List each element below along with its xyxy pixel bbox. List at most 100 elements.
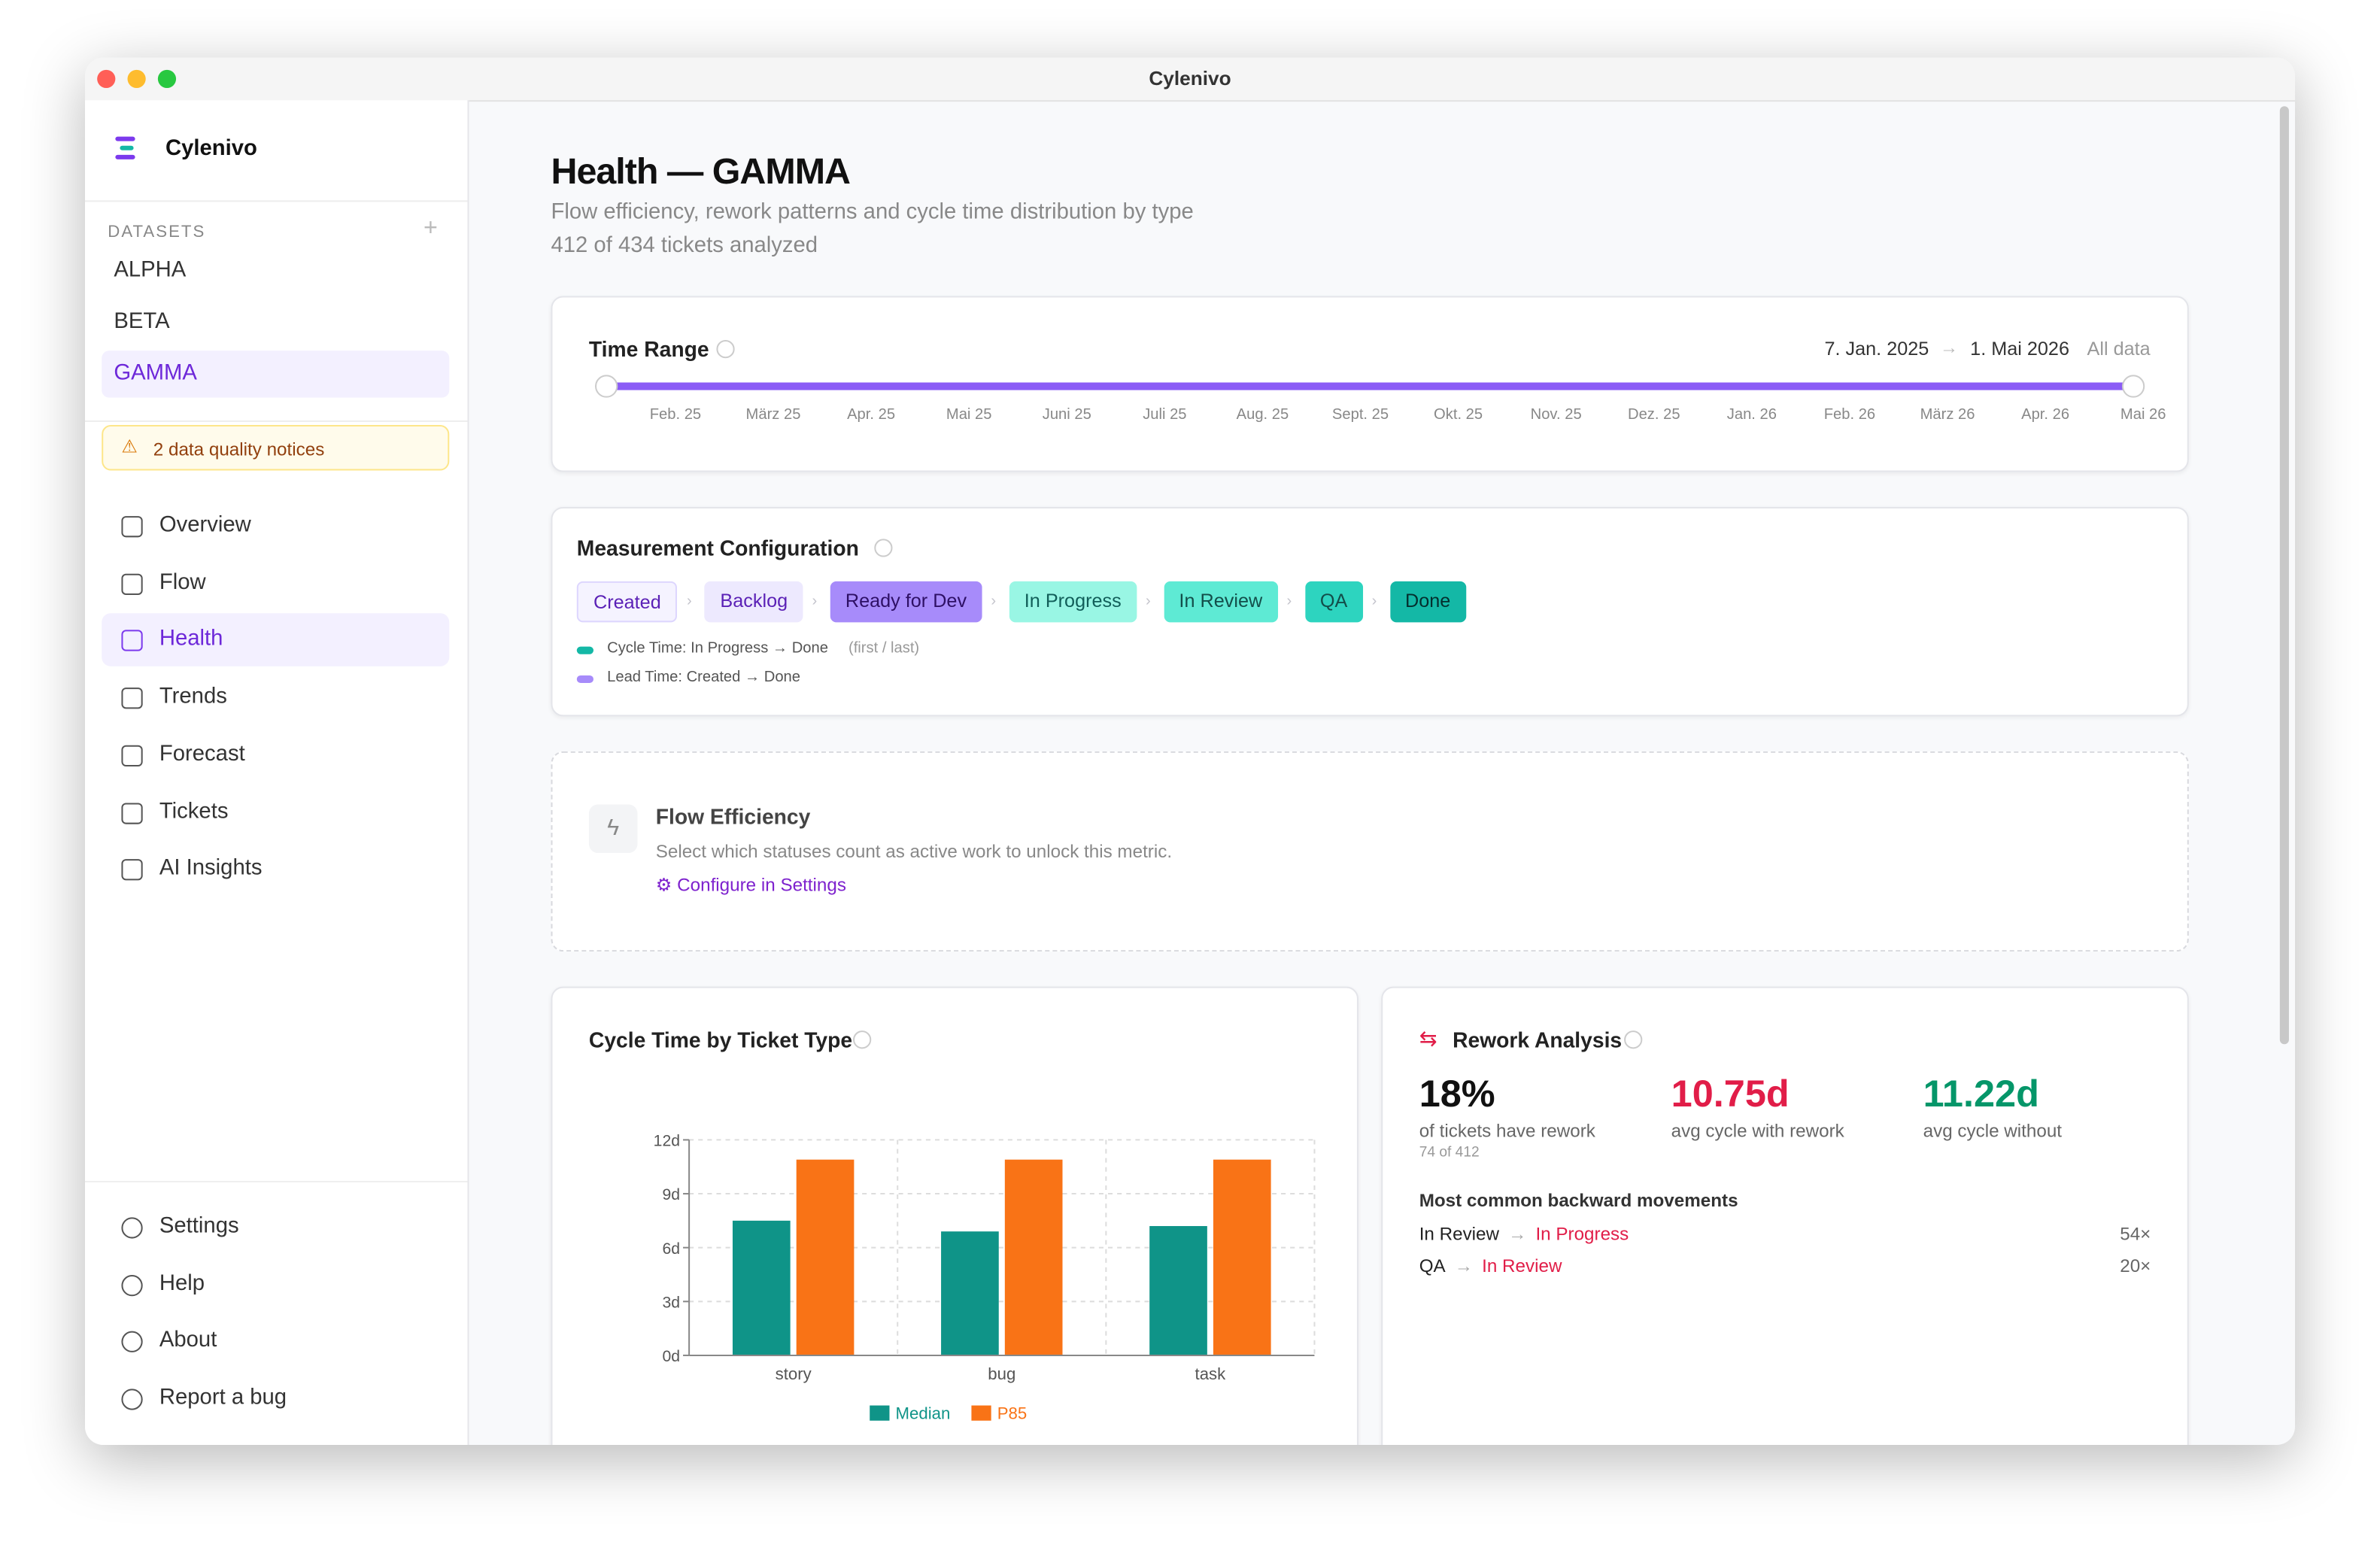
card-title: Measurement Configuration: [576, 536, 859, 560]
nav-item[interactable]: Report a bug: [102, 1372, 449, 1425]
sidebar: Cylenivo DATASETS + ALPHA BETA GAMMA ⚠ 2 d…: [85, 100, 469, 1446]
movement-from: QA: [1419, 1255, 1446, 1277]
chevron: ›: [812, 593, 818, 611]
minimize-button[interactable]: [127, 69, 146, 89]
movement-count: 54×: [2120, 1223, 2151, 1245]
x-tick-label: bug: [988, 1364, 1015, 1383]
status-flow: Created › Backlog › Ready for Dev › In Progres…: [576, 581, 2095, 624]
chevron: ›: [1146, 593, 1151, 611]
add-dataset[interactable]: +: [423, 215, 438, 241]
nav-label: Overview: [159, 513, 251, 538]
page-title: Health — GAMMA: [551, 151, 851, 193]
card-text: Select which statuses count as active wo…: [655, 840, 1173, 863]
month-label: März 25: [745, 406, 801, 423]
title-bar: Cylenivo: [85, 57, 2296, 102]
movement-to: In Review: [1482, 1255, 1562, 1277]
movement-arrow: →: [1454, 1255, 1474, 1277]
month-label: Dez. 25: [1627, 406, 1680, 423]
nav-icon: [121, 1331, 143, 1353]
month-label: Mai 26: [2120, 406, 2166, 423]
month-label: Jan. 26: [1726, 406, 1777, 423]
stat-value: 11.22d: [1923, 1073, 2039, 1116]
y-tick-label: 0d: [662, 1348, 680, 1365]
legend-swatch: [870, 1405, 890, 1421]
info-icon[interactable]: [716, 340, 735, 359]
nav-label: AI Insights: [159, 856, 263, 881]
arrow: →: [1939, 336, 1959, 359]
legend-label: P85: [997, 1404, 1027, 1423]
nav-item[interactable]: Flow: [102, 557, 449, 610]
nav-label: Tickets: [159, 799, 229, 824]
nav-item[interactable]: AI Insights: [102, 842, 449, 896]
all-data[interactable]: All data: [2087, 338, 2151, 360]
nav-item[interactable]: Overview: [102, 499, 449, 553]
close-button[interactable]: [97, 69, 116, 89]
flow-efficiency-card: ϟ Flow Efficiency Select which statuses …: [551, 751, 2189, 952]
dataset-item[interactable]: BETA: [102, 299, 449, 347]
nav-label: Flow: [159, 570, 206, 595]
measurement-card: Measurement Configuration Created › Backlo…: [551, 506, 2189, 717]
logo: [115, 136, 139, 161]
nav-item[interactable]: About: [102, 1315, 449, 1368]
bar: [1149, 1226, 1207, 1355]
month-label: Sept. 25: [1331, 406, 1389, 423]
month-label: Juni 25: [1042, 406, 1091, 423]
y-tick-label: 3d: [662, 1294, 680, 1311]
nav-icon: [121, 1274, 143, 1296]
movement-arrow: →: [1508, 1223, 1527, 1245]
nav-icon: [121, 1217, 143, 1239]
nav-label: Health: [159, 627, 223, 652]
x-tick-label: task: [1195, 1364, 1227, 1383]
lead-definition: Lead Time: Created → Done: [607, 669, 801, 687]
y-tick-label: 12d: [654, 1132, 680, 1149]
month-label: Aug. 25: [1236, 406, 1289, 423]
bar: [796, 1159, 855, 1355]
stat-label: avg cycle without: [1923, 1120, 2063, 1142]
status-pill: Done: [1389, 581, 1466, 623]
info-icon[interactable]: [1624, 1030, 1643, 1049]
analyzed-count: 412 of 434 tickets analyzed: [551, 233, 818, 259]
settings-link[interactable]: ⚙ Configure in Settings: [655, 874, 846, 896]
dataset-item[interactable]: GAMMA: [102, 351, 450, 398]
range-start: 7. Jan. 2025: [1824, 338, 1929, 360]
stat-value: 18%: [1419, 1073, 1495, 1116]
bar: [941, 1231, 999, 1355]
status-pill: In Progress: [1009, 581, 1137, 623]
divider: [85, 1180, 468, 1182]
range-track[interactable]: [607, 382, 2133, 390]
dataset-item[interactable]: ALPHA: [102, 247, 449, 295]
nav-item[interactable]: Forecast: [102, 728, 449, 782]
rework-card: ⇆ Rework Analysis 18% of tickets have rew…: [1381, 986, 2189, 1446]
card-title: Rework Analysis: [1453, 1027, 1623, 1052]
nav-item[interactable]: Settings: [102, 1200, 449, 1254]
nav-icon: [121, 745, 143, 766]
movement-from: In Review: [1419, 1223, 1500, 1245]
nav-item[interactable]: Health: [102, 614, 450, 667]
info-icon[interactable]: [853, 1030, 872, 1049]
brand: Cylenivo: [165, 136, 257, 161]
month-label: Mai 25: [946, 406, 992, 423]
rework-icon: ⇆: [1419, 1026, 1437, 1051]
month-label: Juli 25: [1143, 406, 1187, 423]
legend-swatch: [971, 1405, 991, 1421]
link-text[interactable]: Configure in Settings: [677, 874, 846, 896]
zoom-button[interactable]: [157, 69, 177, 89]
info-icon[interactable]: [874, 539, 893, 557]
y-tick-label: 9d: [662, 1186, 680, 1203]
scrollbar[interactable]: [2279, 106, 2289, 1045]
nav-label: Settings: [159, 1214, 239, 1239]
range-handle-start[interactable]: [595, 375, 618, 398]
nav-item[interactable]: Tickets: [102, 785, 449, 839]
chevron: ›: [1371, 593, 1377, 611]
dataset-name: BETA: [114, 309, 170, 334]
dataset-name: ALPHA: [114, 258, 187, 283]
notice-banner[interactable]: ⚠ 2 data quality notices: [102, 425, 450, 471]
nav-item[interactable]: Trends: [102, 671, 449, 724]
nav-item[interactable]: Help: [102, 1258, 449, 1311]
range-handle-end[interactable]: [2121, 375, 2145, 398]
nav-label: About: [159, 1328, 217, 1353]
cycle-note: (first / last): [848, 640, 920, 657]
month-label: Nov. 25: [1530, 406, 1582, 423]
